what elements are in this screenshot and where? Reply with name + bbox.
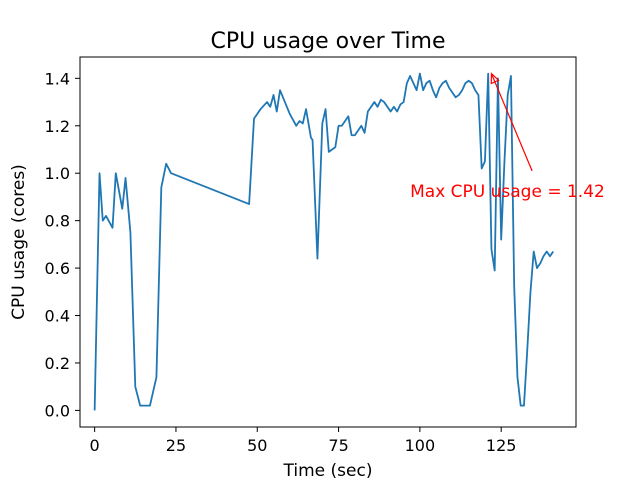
plot-frame	[79, 56, 577, 428]
y-tick-label: 0.0	[45, 401, 70, 420]
y-tick-label: 1.4	[45, 69, 70, 88]
y-tick-label: 0.8	[45, 212, 70, 231]
y-axis-ticks: 0.0 0.2 0.4 0.6 0.8 1.0 1.2 1.4	[45, 69, 80, 420]
cpu-usage-series-line	[93, 72, 554, 411]
max-annotation: Max CPU usage = 1.42	[410, 72, 605, 202]
series-layer	[93, 72, 554, 411]
y-tick-label: 0.4	[45, 307, 70, 326]
chart-title: CPU usage over Time	[211, 29, 446, 54]
x-axis-label: Time (sec)	[283, 461, 373, 480]
y-tick-label: 0.6	[45, 259, 70, 278]
y-tick-label: 1.0	[45, 164, 70, 183]
x-tick-label: 25	[166, 436, 186, 455]
x-tick-label: 50	[247, 436, 267, 455]
x-axis-ticks: 0 25 50 75 100 125	[90, 427, 517, 455]
y-tick-label: 0.2	[45, 354, 70, 373]
x-tick-label: 75	[328, 436, 348, 455]
annotation-arrow-line	[490, 73, 533, 172]
max-cpu-annotation-text: Max CPU usage = 1.42	[410, 182, 605, 202]
plot-area: 0 25 50 75 100 125 0.0 0.2 0.4 0.6 0.8 1.0 1.2 1.4	[45, 56, 577, 455]
x-tick-label: 100	[405, 436, 436, 455]
x-tick-label: 0	[90, 436, 100, 455]
x-tick-label: 125	[486, 436, 517, 455]
y-axis-label: CPU usage (cores)	[9, 164, 29, 320]
y-tick-label: 1.2	[45, 117, 70, 136]
annotation-arrow-head	[490, 72, 500, 85]
